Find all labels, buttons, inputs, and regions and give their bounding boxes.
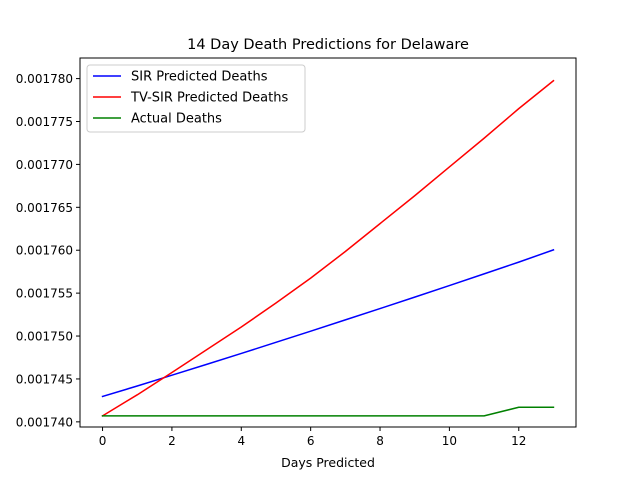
y-tick-label: 0.001760 (16, 244, 73, 258)
legend-label-2: TV-SIR Predicted Deaths (130, 91, 288, 106)
x-axis-label: Days Predicted (281, 455, 375, 470)
series-layer (101, 79, 555, 417)
series-line-2 (101, 79, 555, 417)
x-tick-label: 2 (168, 434, 176, 448)
x-tick-label: 6 (307, 434, 315, 448)
y-tick-label: 0.001780 (16, 72, 73, 86)
legend-label-3: Actual Deaths (131, 112, 222, 127)
series-line-3 (101, 406, 555, 417)
legend: SIR Predicted Deaths TV-SIR Predicted Dea… (86, 64, 306, 133)
y-tick-label: 0.001775 (16, 115, 73, 129)
y-tick-label: 0.001770 (16, 158, 73, 172)
y-tick-label: 0.001755 (16, 287, 73, 301)
x-tick-label: 4 (237, 434, 245, 448)
y-tick-label: 0.001740 (16, 415, 73, 429)
x-tick-label: 8 (376, 434, 384, 448)
y-tick-label: 0.001745 (16, 372, 73, 386)
x-tick-label: 10 (442, 434, 457, 448)
chart-title: 14 Day Death Predictions for Delaware (187, 37, 469, 53)
x-axis: 0 2 4 6 8 10 12 (99, 427, 526, 448)
legend-box (86, 64, 306, 133)
y-tick-label: 0.001765 (16, 201, 73, 215)
y-axis: 0.001740 0.001745 0.001750 0.001755 0.001760… (16, 72, 80, 429)
legend-label-1: SIR Predicted Deaths (131, 70, 268, 85)
x-tick-label: 0 (99, 434, 107, 448)
series-line-1 (101, 248, 555, 398)
y-tick-label: 0.001750 (16, 330, 73, 344)
plot-frame (79, 57, 577, 428)
x-tick-label: 12 (511, 434, 526, 448)
